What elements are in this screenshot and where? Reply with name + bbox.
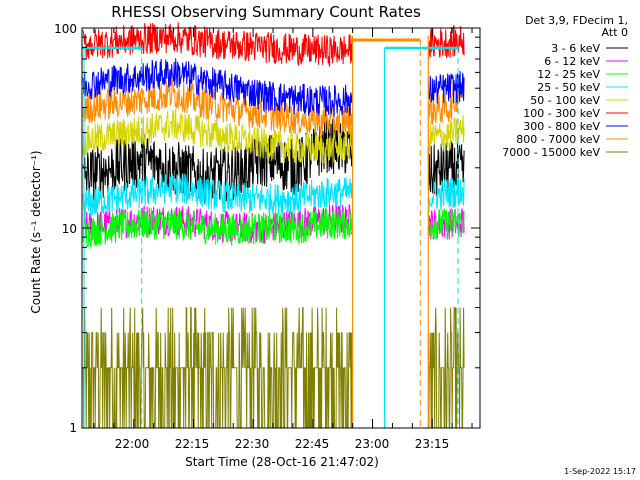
footer-date: 1-Sep-2022 15:17: [564, 467, 636, 476]
legend: 3 - 6 keV 6 - 12 keV 12 - 25 keV 25 - 50…: [502, 42, 628, 159]
legend-label-7000-15000: 7000 - 15000 keV: [502, 146, 600, 159]
series-line-segment: [82, 173, 354, 220]
x-tick-label-2215: 22:15: [175, 437, 210, 451]
legend-label-800-7000: 800 - 7000 keV: [516, 133, 600, 146]
x-tick-label-2245: 22:45: [295, 437, 330, 451]
chart-title: RHESSI Observing Summary Count Rates: [111, 3, 421, 21]
y-tick-label-1: 1: [69, 421, 77, 435]
series-line-segment: [427, 24, 465, 61]
series-line-segment: [427, 74, 465, 127]
series-line-segment: [82, 78, 354, 137]
series-line-segment: [82, 58, 354, 117]
legend-label-25-50: 25 - 50 keV: [537, 81, 600, 94]
legend-label-12-25: 12 - 25 keV: [537, 68, 600, 81]
legend-header-line-2: Att 0: [602, 26, 628, 39]
x-axis-label: Start Time (28-Oct-16 21:47:02): [185, 455, 379, 469]
y-axis-label: Count Rate (s⁻¹ detector⁻¹): [29, 150, 43, 313]
series-line-segment: [82, 307, 354, 429]
series-line-segment: [82, 22, 354, 67]
tick-layer: [82, 28, 480, 429]
series-line-segment: [82, 118, 354, 205]
series-line-segment: [82, 207, 354, 248]
legend-label-6-12: 6 - 12 keV: [544, 55, 600, 68]
series-line-segment: [427, 70, 465, 105]
series-100-300kev: [82, 22, 465, 67]
legend-label-50-100: 50 - 100 keV: [530, 94, 600, 107]
x-tick-label-2300: 23:00: [355, 437, 390, 451]
x-tick-label-2315: 23:15: [415, 437, 450, 451]
series-800-7000kev: [82, 74, 465, 137]
legend-label-300-800: 300 - 800 keV: [523, 120, 600, 133]
series-300-800kev: [82, 58, 465, 117]
y-tick-label-10: 10: [62, 222, 77, 236]
data-layer: [82, 22, 465, 429]
x-tick-label-2200: 22:00: [115, 437, 150, 451]
series-line-segment: [82, 108, 354, 164]
legend-header-line-1: Det 3,9, FDecim 1,: [525, 14, 628, 27]
legend-label-100-300: 100 - 300 keV: [523, 107, 600, 120]
series-7000-15000kev: [82, 307, 465, 429]
series-25-50kev: [82, 173, 465, 220]
y-tick-label-100: 100: [54, 22, 77, 36]
series-line-segment: [427, 307, 465, 429]
x-tick-label-2230: 22:30: [235, 437, 270, 451]
series-line-segment: [427, 207, 465, 240]
legend-label-3-6: 3 - 6 keV: [551, 42, 600, 55]
series-line-segment: [427, 178, 465, 213]
